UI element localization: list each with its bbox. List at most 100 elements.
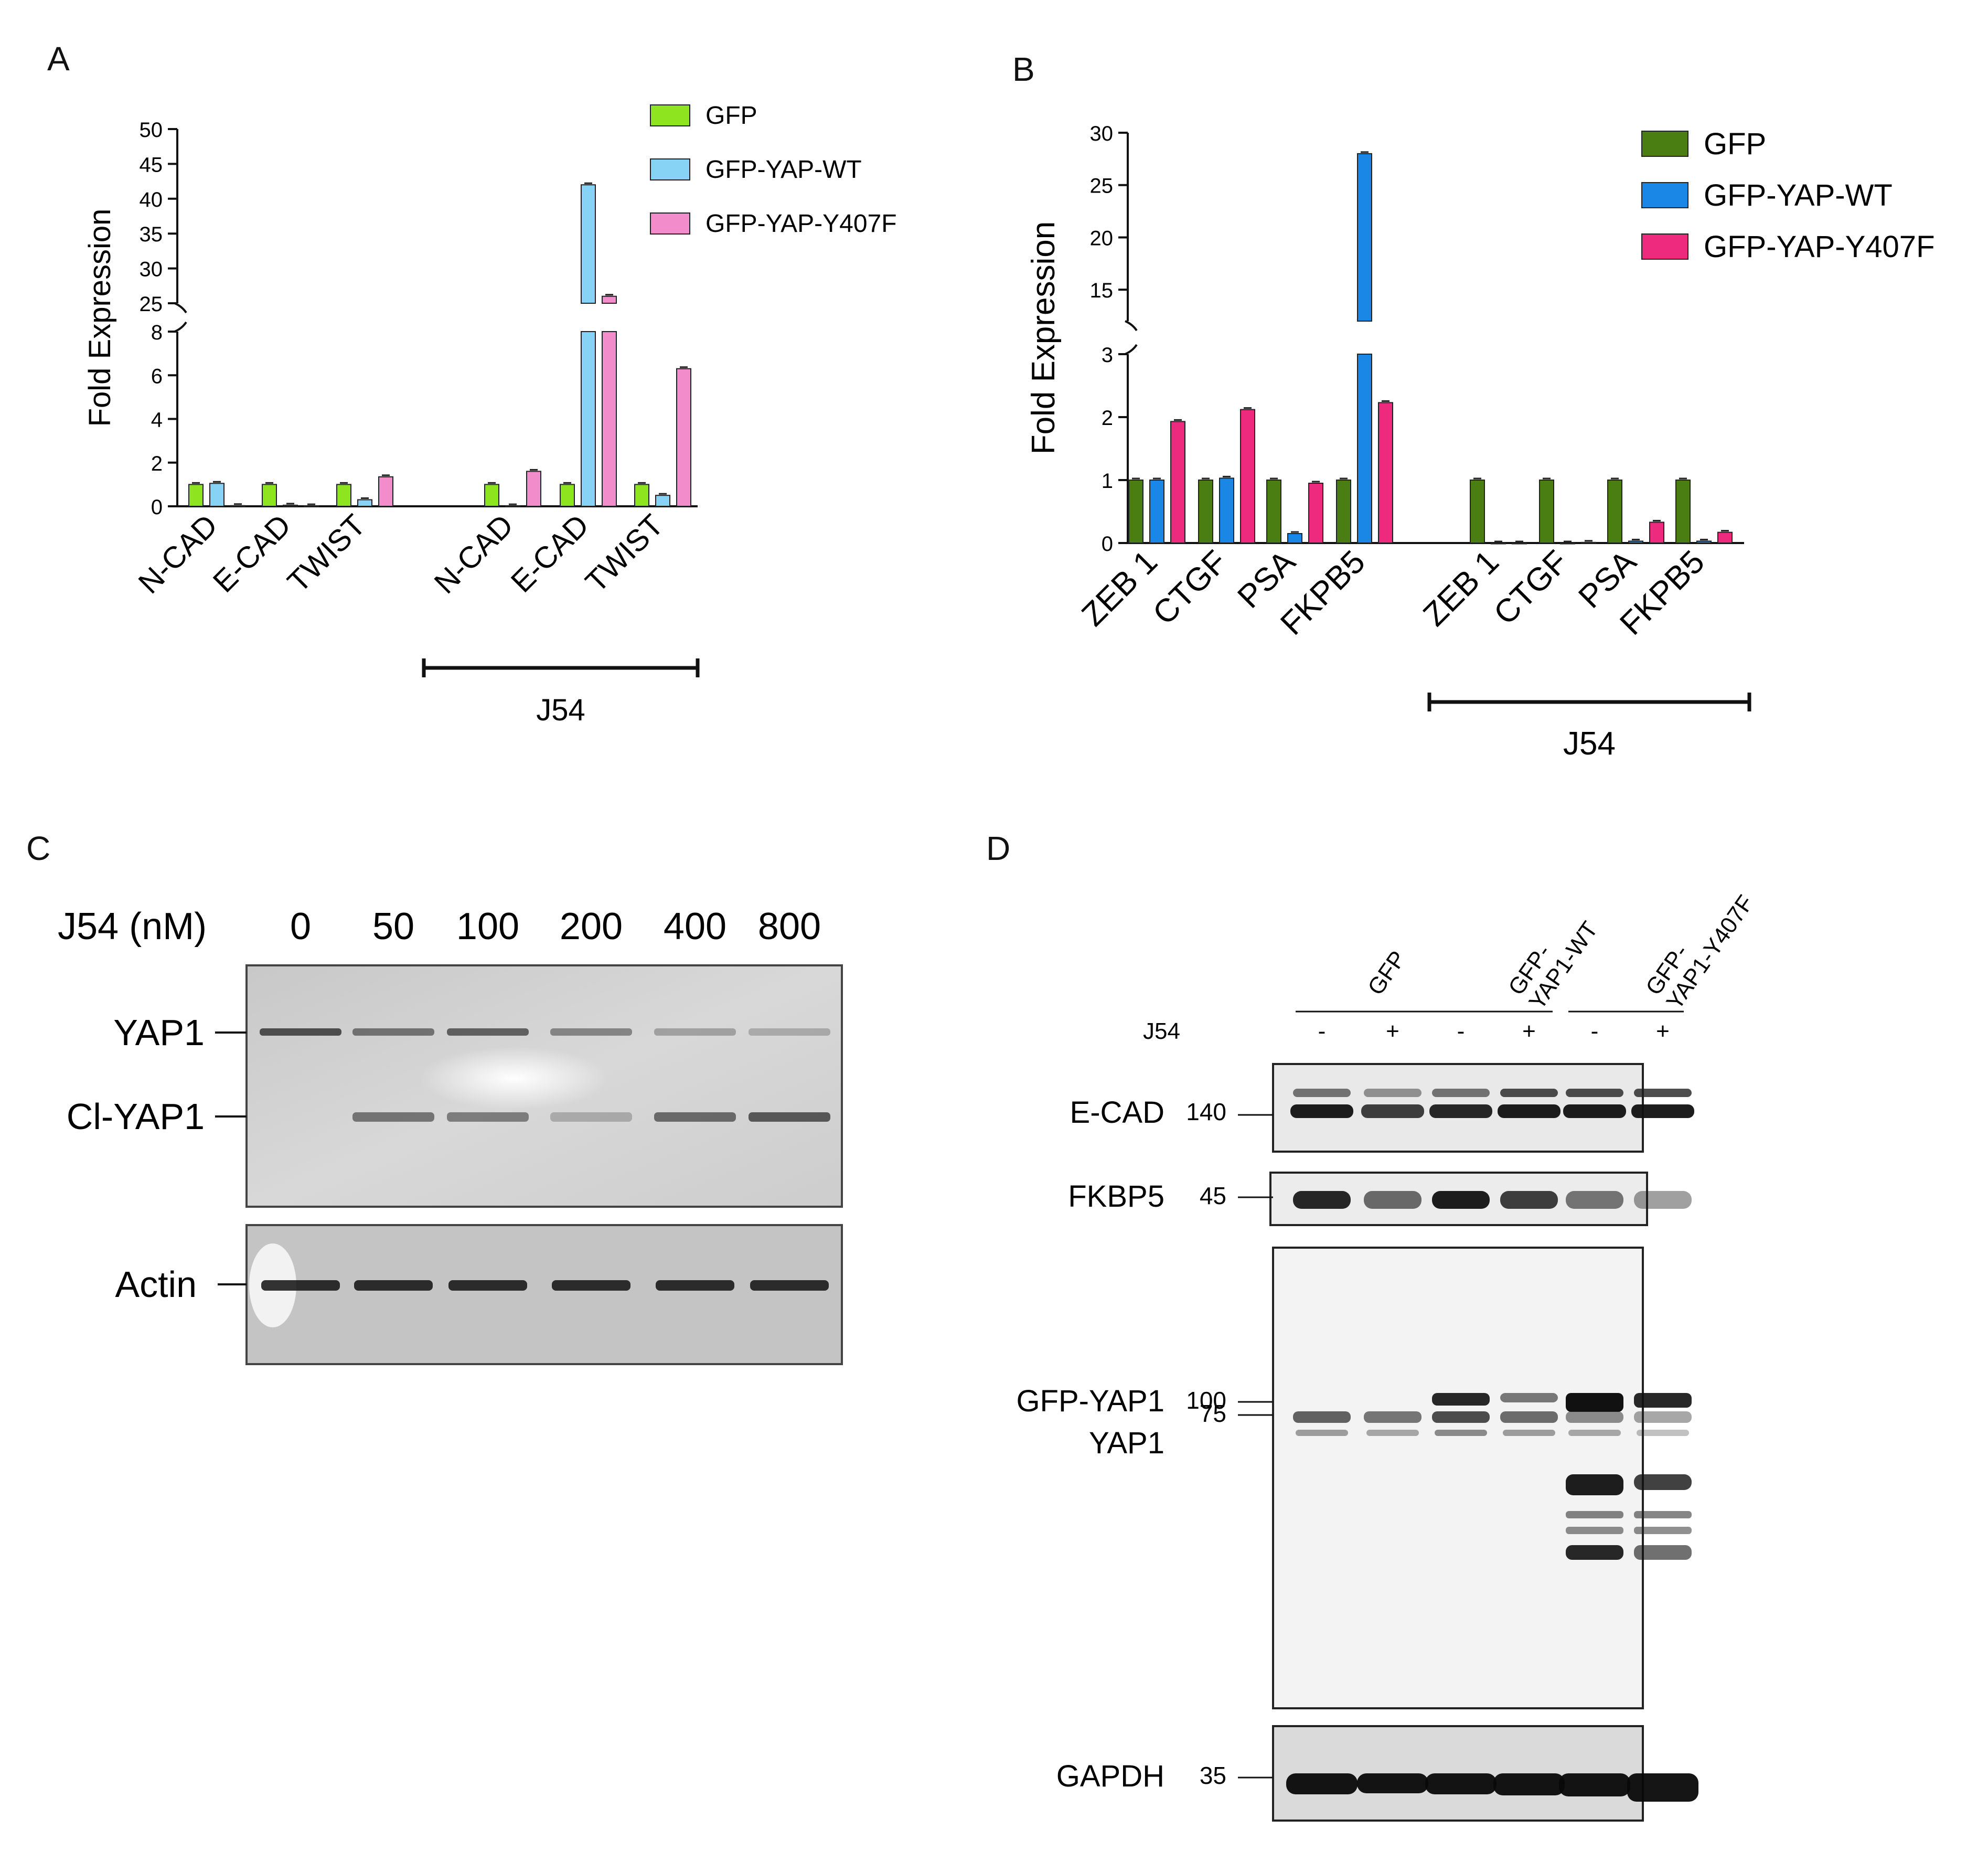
x-tick-label: CTGF	[1146, 544, 1234, 632]
panel-label-a: A	[47, 40, 70, 78]
bar-gfp	[262, 484, 277, 507]
actin-band	[261, 1280, 340, 1291]
y-tick-label: 25	[140, 293, 163, 316]
j54-group-label: J54	[536, 693, 585, 727]
row-label-e-cad: E-CAD	[1070, 1095, 1164, 1130]
y-tick-label: 3	[1102, 344, 1113, 367]
legend-swatch	[1641, 182, 1688, 208]
row-label-fkbp5: FKBP5	[1068, 1179, 1164, 1214]
gfp-yap1-band	[1634, 1393, 1692, 1408]
legend-label: GFP-YAP-Y407F	[706, 210, 897, 238]
yap1-band	[1634, 1411, 1692, 1423]
gfp-yap1-band	[1566, 1393, 1623, 1412]
bar-gfp	[1266, 480, 1281, 544]
fkbp5-band	[1634, 1191, 1692, 1209]
bar-gfp-yap-wt	[1628, 540, 1643, 544]
y-tick-label: 2	[151, 452, 163, 475]
gapdh-band	[1286, 1773, 1358, 1794]
ecad-band-upper	[1566, 1089, 1623, 1097]
bar-gfp-yap-y407f	[1512, 542, 1527, 545]
axis-break-mark	[174, 321, 187, 333]
y-tick-label: 50	[140, 119, 163, 142]
actin-band	[552, 1280, 630, 1291]
bar-gfp-yap-y407f	[1717, 531, 1733, 544]
mw-marker: 35	[1200, 1762, 1226, 1789]
ecad-band-upper	[1432, 1089, 1490, 1097]
bar-gfp-yap-wt	[1219, 477, 1234, 544]
bar-gfp-yap-wt	[1560, 542, 1575, 545]
fkbp5-band	[1364, 1191, 1421, 1209]
ecad-band	[1498, 1104, 1561, 1118]
bar-gfp-yap-wt	[505, 505, 520, 507]
yap1-band	[1500, 1411, 1558, 1423]
degradation-band	[1634, 1474, 1692, 1490]
y-tick-label: 20	[1090, 227, 1114, 250]
bar-gfp	[1675, 480, 1691, 544]
bar-gfp	[1539, 480, 1554, 544]
bar-gfp-yap-wt	[1696, 540, 1712, 544]
blot-c-label-actin: Actin	[115, 1264, 197, 1305]
bar-gfp-yap-wt	[1357, 354, 1372, 544]
x-tick-label: E-CAD	[505, 508, 596, 599]
treatment-sign: +	[1386, 1018, 1399, 1044]
bar-gfp-yap-y407f	[1170, 421, 1185, 544]
ecad-band	[1429, 1104, 1492, 1118]
y-tick-label: 30	[1090, 122, 1114, 145]
bar-gfp-yap-wt	[655, 495, 670, 507]
yap1-band-lower	[1637, 1430, 1689, 1436]
yap1-band	[1364, 1411, 1421, 1423]
gapdh-band	[1425, 1773, 1497, 1794]
bar-gfp-yap-y407f	[1649, 522, 1664, 544]
yap1-band	[447, 1028, 529, 1036]
treatment-sign: +	[1522, 1018, 1536, 1044]
blot-c: J54 (nM) 0 50 100 200 400 800 YAP1 Cl-YAP1 Ac…	[58, 906, 843, 1365]
bar-gfp-yap-wt-upper	[581, 184, 596, 304]
bar-gfp-yap-y407f	[602, 331, 617, 507]
ecad-band-upper	[1364, 1089, 1421, 1097]
bar-gfp	[336, 484, 351, 507]
bar-gfp-yap-wt	[1287, 533, 1302, 544]
bar-gfp-yap-y407f	[1581, 541, 1596, 544]
row-label-gapdh: GAPDH	[1056, 1759, 1164, 1793]
yap1-band	[654, 1028, 736, 1036]
blot-c-lower-membrane	[245, 1224, 843, 1365]
axis-break-mark	[1125, 344, 1138, 355]
yap1-band	[352, 1028, 434, 1036]
bar-gfp-yap-y407f	[1308, 483, 1323, 544]
legend-swatch	[650, 158, 690, 180]
degradation-band	[1634, 1527, 1692, 1534]
mw-marker: 75	[1200, 1400, 1226, 1427]
glare-artifact	[420, 1047, 608, 1110]
legend-label: GFP	[706, 102, 757, 130]
y-tick-label: 1	[1102, 470, 1113, 493]
degradation-band	[1634, 1511, 1692, 1518]
yap1-band-lower	[1296, 1430, 1348, 1436]
y-tick-label: 0	[151, 496, 163, 519]
legend-label: GFP-YAP-WT	[706, 156, 862, 184]
x-tick-label: E-CAD	[207, 508, 298, 599]
blot-c-label-yap1: YAP1	[113, 1012, 205, 1053]
legend-label: GFP-YAP-WT	[1704, 178, 1893, 212]
y-tick-label: 15	[1090, 279, 1114, 302]
yap1-band	[1566, 1411, 1623, 1423]
y-axis-label: Fold Expression	[83, 209, 117, 427]
lane-label: 800	[758, 906, 821, 948]
ecad-band-upper	[1500, 1089, 1558, 1097]
fkbp5-band	[1566, 1191, 1623, 1209]
bar-gfp-yap-y407f	[1378, 402, 1393, 544]
bar-gfp-yap-wt	[1149, 480, 1164, 544]
legend-swatch	[1641, 131, 1688, 157]
yap1-band	[749, 1028, 830, 1036]
degradation-band	[1566, 1545, 1623, 1560]
cl-yap1-band	[352, 1112, 434, 1122]
bar-gfp-yap-y407f	[676, 368, 691, 507]
panel-label-d: D	[986, 829, 1011, 867]
legend-swatch	[1641, 233, 1688, 260]
yap1-band-lower	[1503, 1430, 1555, 1436]
bar-gfp	[484, 484, 499, 507]
y-tick-label: 8	[151, 321, 163, 344]
treatment-sign: +	[1656, 1018, 1670, 1044]
ecad-band	[1631, 1104, 1694, 1118]
